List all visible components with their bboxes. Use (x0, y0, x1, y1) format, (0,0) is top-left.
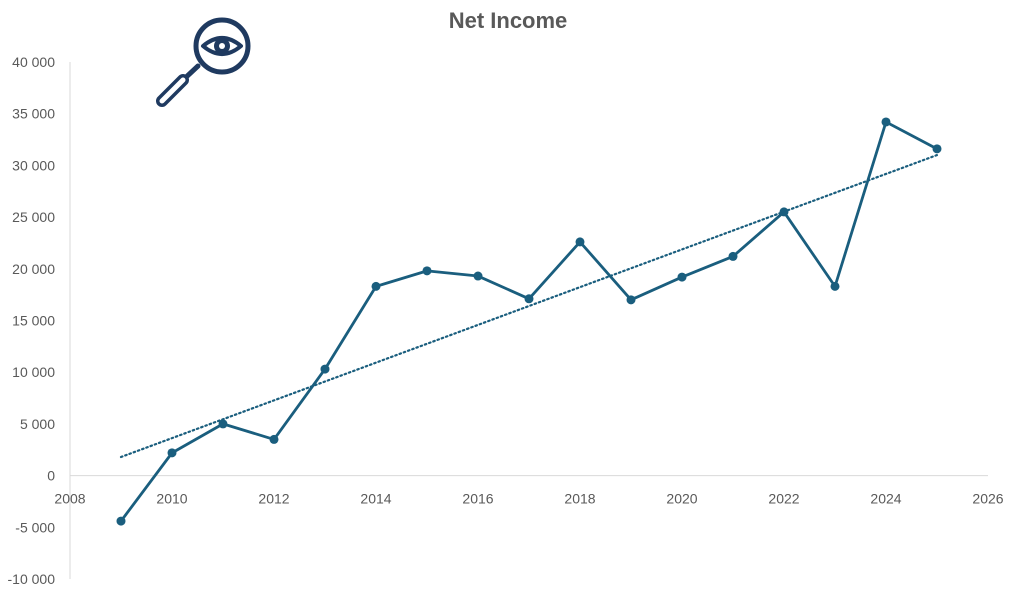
y-tick-label: 30 000 (12, 157, 55, 173)
data-point (116, 516, 126, 526)
trendline (119, 153, 939, 459)
y-tick-label: 25 000 (12, 209, 55, 225)
data-point (881, 117, 891, 127)
data-point (167, 448, 177, 458)
data-point (932, 144, 942, 154)
x-tick-label: 2008 (54, 491, 85, 507)
x-tick-label: 2018 (564, 491, 595, 507)
chart-title: Net Income (448, 8, 568, 33)
data-point (320, 364, 330, 374)
data-point (371, 281, 381, 291)
data-point (218, 419, 228, 429)
data-point (728, 251, 738, 261)
x-tick-label: 2012 (258, 491, 289, 507)
data-point (524, 294, 534, 304)
y-tick-label: -10 000 (8, 571, 56, 587)
x-tick-label: 2026 (972, 491, 1003, 507)
data-point (626, 295, 636, 305)
x-tick-label: 2022 (768, 491, 799, 507)
x-tick-label: 2010 (156, 491, 187, 507)
data-point (473, 271, 483, 281)
y-tick-label: 40 000 (12, 54, 55, 70)
y-tick-label: 5 000 (20, 416, 55, 432)
y-tick-label: -5 000 (15, 519, 55, 535)
magnifier-eye-icon (156, 17, 251, 107)
data-point (269, 434, 279, 444)
y-tick-label: 20 000 (12, 261, 55, 277)
data-point (830, 281, 840, 291)
data-point (575, 237, 585, 247)
data-point (677, 272, 687, 282)
y-tick-label: 10 000 (12, 364, 55, 380)
series-line (119, 120, 938, 522)
x-tick-label: 2016 (462, 491, 493, 507)
data-point (422, 266, 432, 276)
data-point (779, 207, 789, 217)
y-tick-label: 0 (47, 468, 55, 484)
x-tick-label: 2024 (870, 491, 901, 507)
x-tick-label: 2020 (666, 491, 697, 507)
y-tick-label: 35 000 (12, 106, 55, 122)
x-tick-label: 2014 (360, 491, 391, 507)
y-tick-label: 15 000 (12, 313, 55, 329)
